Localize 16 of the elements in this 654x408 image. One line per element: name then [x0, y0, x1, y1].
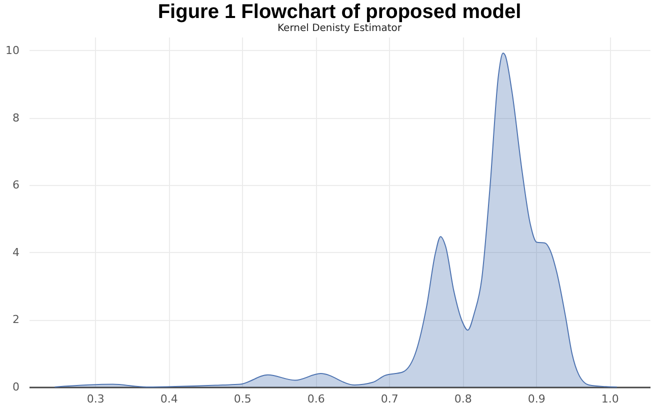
- x-tick-label: 0.3: [86, 392, 104, 406]
- x-tick-label: 0.6: [307, 392, 325, 406]
- chart-subtitle: Kernel Denisty Estimator: [277, 23, 402, 34]
- x-tick-label: 0.5: [234, 392, 252, 406]
- x-tick-label: 0.4: [160, 392, 178, 406]
- chart-title: Figure 1 Flowchart of proposed model: [158, 1, 522, 23]
- x-tick-label: 1.0: [601, 392, 619, 406]
- x-tick-label: 0.7: [380, 392, 398, 406]
- y-tick-label: 10: [6, 44, 20, 57]
- y-tick-label: 6: [12, 178, 20, 192]
- x-tick-label: 0.8: [454, 392, 472, 406]
- x-tick-label: 0.9: [528, 392, 546, 406]
- y-tick-label: 4: [12, 246, 20, 259]
- y-tick-label: 0: [12, 380, 20, 394]
- y-tick-label: 8: [12, 111, 20, 124]
- y-tick-label: 2: [12, 313, 20, 326]
